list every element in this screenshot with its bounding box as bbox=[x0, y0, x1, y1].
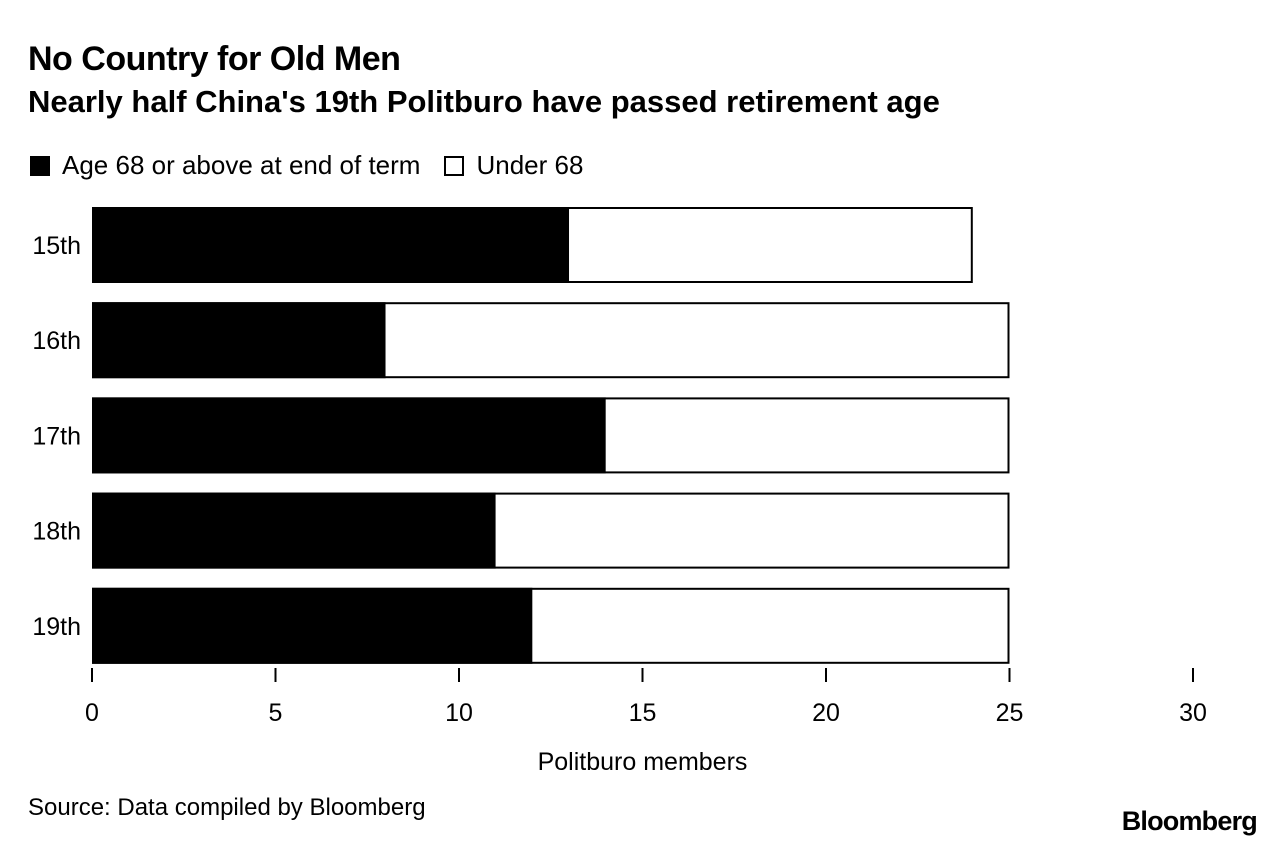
legend-item-old: Age 68 or above at end of term bbox=[30, 150, 420, 181]
bar-young-18th bbox=[495, 492, 1010, 569]
x-tick-label-20: 20 bbox=[812, 699, 840, 727]
bar-old-18th bbox=[92, 492, 496, 569]
category-label-18th: 18th bbox=[32, 518, 81, 546]
bar-young-19th bbox=[532, 587, 1010, 664]
legend-label-old: Age 68 or above at end of term bbox=[62, 150, 421, 180]
legend: Age 68 or above at end of term Under 68 bbox=[30, 150, 607, 181]
bar-outline-16th bbox=[92, 302, 1010, 379]
category-label-16th: 16th bbox=[32, 327, 81, 355]
x-tick-label-0: 0 bbox=[85, 699, 99, 727]
source-note: Source: Data compiled by Bloomberg bbox=[28, 794, 426, 821]
bar-outline-17th bbox=[92, 397, 1010, 474]
x-tick-label-15: 15 bbox=[629, 699, 657, 727]
x-tick-label-25: 25 bbox=[996, 699, 1024, 727]
bar-outline-18th bbox=[92, 492, 1010, 569]
chart-subtitle: Nearly half China's 19th Politburo have … bbox=[28, 84, 940, 119]
bar-outline-19th bbox=[92, 587, 1010, 664]
bar-young-15th bbox=[569, 207, 973, 283]
bar-outline-15th bbox=[92, 207, 973, 283]
legend-swatch-old bbox=[30, 155, 50, 176]
bar-old-17th bbox=[92, 397, 606, 474]
legend-item-young: Under 68 bbox=[444, 150, 583, 181]
x-tick-label-5: 5 bbox=[269, 699, 283, 727]
bar-old-15th bbox=[92, 207, 570, 283]
bloomberg-logo: Bloomberg bbox=[1121, 806, 1258, 836]
chart-title: No Country for Old Men bbox=[28, 40, 401, 78]
category-label-19th: 19th bbox=[32, 613, 81, 641]
bar-old-19th bbox=[92, 587, 533, 664]
bar-young-17th bbox=[605, 397, 1010, 474]
x-tick-label-30: 30 bbox=[1179, 699, 1207, 727]
bar-young-16th bbox=[385, 302, 1010, 379]
bar-old-16th bbox=[92, 302, 386, 379]
x-axis-label: Politburo members bbox=[538, 748, 748, 776]
x-tick-label-10: 10 bbox=[445, 699, 473, 727]
category-label-15th: 15th bbox=[32, 232, 81, 260]
category-label-17th: 17th bbox=[32, 422, 81, 450]
legend-label-young: Under 68 bbox=[476, 150, 584, 180]
legend-swatch-young bbox=[444, 155, 465, 176]
